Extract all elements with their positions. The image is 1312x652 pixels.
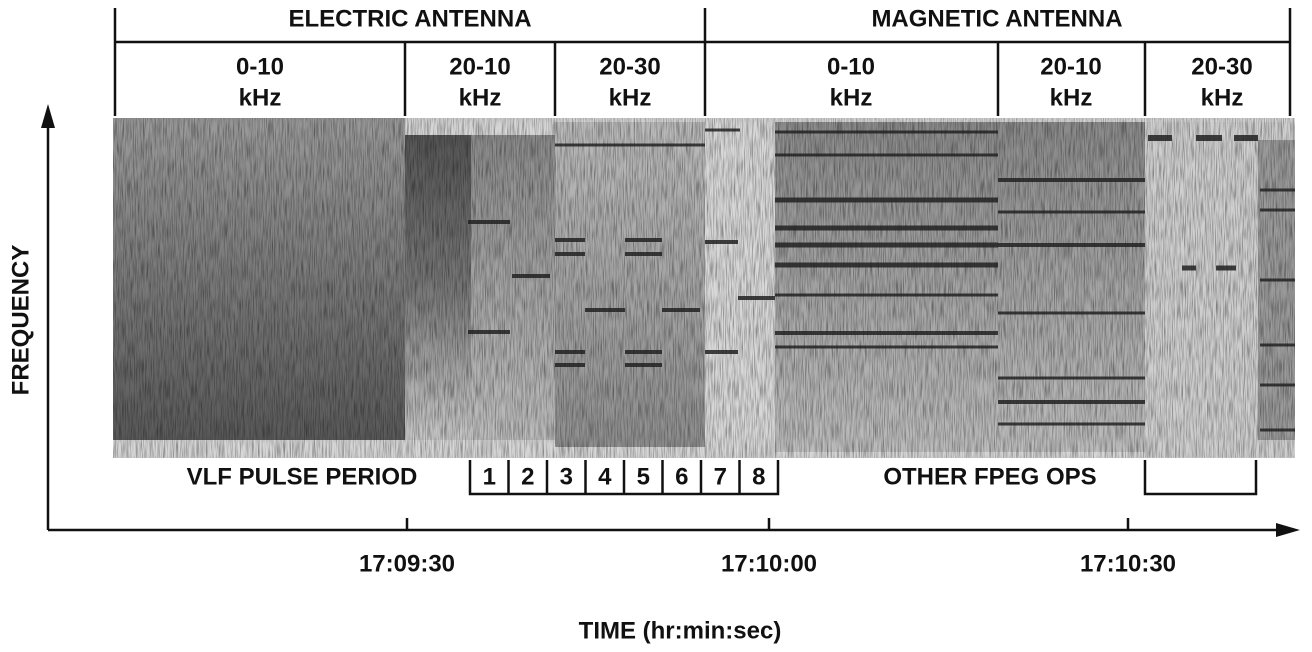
pulse-number: 3 xyxy=(560,463,573,490)
band-range: 20-30 xyxy=(599,53,660,80)
other-bracket xyxy=(1143,460,1258,496)
axes xyxy=(41,104,1300,537)
y-axis-label: FREQUENCY xyxy=(7,245,34,396)
x-axis-label: TIME (hr:min:sec) xyxy=(579,617,782,644)
band-range: 20-10 xyxy=(1040,53,1101,80)
band-unit: kHz xyxy=(1201,84,1244,111)
x-tick-label: 17:10:00 xyxy=(721,550,817,577)
pulse-number: 2 xyxy=(521,463,534,490)
band-unit: kHz xyxy=(830,84,873,111)
pulse-number: 6 xyxy=(675,463,688,490)
band-range: 0-10 xyxy=(827,53,875,80)
band-unit: kHz xyxy=(609,84,652,111)
other-label: OTHER FPEG OPS xyxy=(883,463,1096,490)
section-label: MAGNETIC ANTENNA xyxy=(871,5,1122,32)
band-unit: kHz xyxy=(239,84,282,111)
section-label: ELECTRIC ANTENNA xyxy=(288,5,531,32)
x-tick-label: 17:09:30 xyxy=(359,550,455,577)
pulse-number: 4 xyxy=(598,463,612,490)
spectrogram xyxy=(113,118,1295,458)
pulse-number: 5 xyxy=(637,463,650,490)
band-range: 20-30 xyxy=(1191,53,1252,80)
pulse-label: VLF PULSE PERIOD xyxy=(187,463,418,490)
header-rules xyxy=(113,8,1292,116)
band-unit: kHz xyxy=(459,84,502,111)
pulse-number: 8 xyxy=(752,463,765,490)
band-range: 0-10 xyxy=(236,53,284,80)
pulse-number: 1 xyxy=(483,463,496,490)
band-range: 20-10 xyxy=(449,53,510,80)
x-tick-label: 17:10:30 xyxy=(1080,550,1176,577)
pulse-number: 7 xyxy=(714,463,727,490)
band-unit: kHz xyxy=(1050,84,1093,111)
